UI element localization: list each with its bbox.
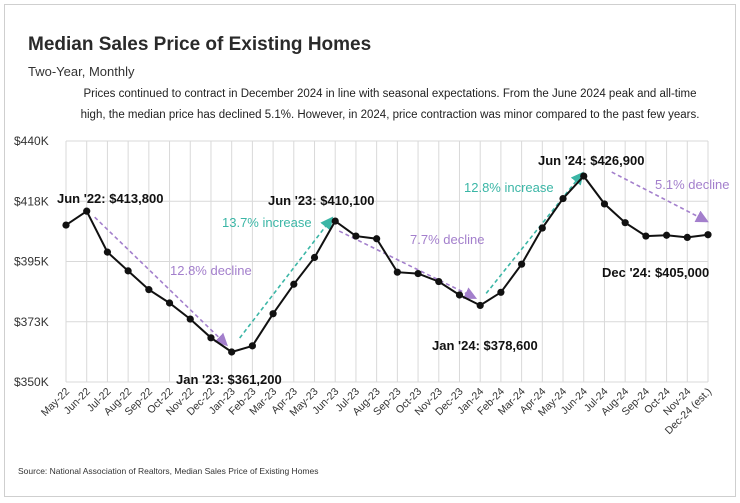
data-point	[62, 221, 70, 229]
data-point	[600, 200, 609, 208]
y-tick-label: $373K	[14, 315, 49, 329]
data-point	[290, 280, 298, 288]
y-tick-label: $418K	[14, 194, 49, 208]
point-label: Jan '23: $361,200	[176, 372, 282, 387]
chart-frame	[4, 4, 736, 497]
data-point	[538, 224, 546, 232]
data-point	[269, 310, 277, 318]
trend-label-decline: 7.7% decline	[410, 232, 484, 247]
point-label: Jun '22: $413,800	[57, 191, 163, 206]
data-point	[373, 235, 381, 243]
trend-arrow-increase	[485, 171, 584, 294]
data-point	[331, 217, 339, 225]
data-point	[310, 253, 319, 262]
source-note: Source: National Association of Realtors…	[18, 466, 319, 476]
point-label: Jan '24: $378,600	[432, 338, 538, 353]
point-label: Dec '24: $405,000	[602, 265, 709, 280]
data-point	[455, 291, 464, 299]
data-point	[207, 334, 215, 342]
point-label: Jun '24: $426,900	[538, 153, 644, 168]
data-point	[662, 231, 671, 239]
y-tick-label: $350K	[14, 375, 49, 389]
trend-label-decline: 5.1% decline	[655, 177, 729, 192]
data-point	[497, 288, 505, 296]
data-point	[642, 232, 650, 240]
trend-arrow-decline	[94, 216, 228, 347]
series-line	[65, 174, 709, 354]
data-point	[704, 231, 712, 239]
y-tick-label: $440K	[14, 134, 49, 148]
data-point	[621, 219, 629, 227]
data-point	[228, 348, 236, 356]
data-point	[476, 301, 484, 310]
trend-arrow-increase	[239, 216, 334, 339]
data-point	[518, 260, 526, 268]
y-tick-label: $395K	[14, 255, 49, 269]
data-point	[145, 286, 153, 294]
trend-label-increase: 13.7% increase	[222, 215, 312, 230]
data-point	[248, 342, 256, 350]
data-point	[435, 277, 443, 286]
chart-note: Prices continued to contract in December…	[80, 88, 700, 121]
data-point	[414, 269, 422, 278]
data-point	[393, 268, 401, 276]
data-point	[559, 194, 567, 203]
trend-arrow-decline	[611, 171, 709, 223]
data-point	[165, 299, 174, 307]
data-point	[124, 267, 132, 275]
trend-label-increase: 12.8% increase	[464, 180, 554, 195]
data-point	[186, 315, 194, 323]
chart-subtitle: Two-Year, Monthly	[28, 64, 135, 79]
data-point	[683, 233, 691, 241]
point-label: Jun '23: $410,100	[268, 193, 374, 208]
data-point	[580, 172, 588, 180]
data-point	[352, 232, 360, 240]
chart-title: Median Sales Price of Existing Homes	[28, 34, 372, 55]
data-point	[103, 248, 112, 256]
trend-label-decline: 12.8% decline	[170, 263, 252, 278]
data-point	[83, 207, 91, 215]
